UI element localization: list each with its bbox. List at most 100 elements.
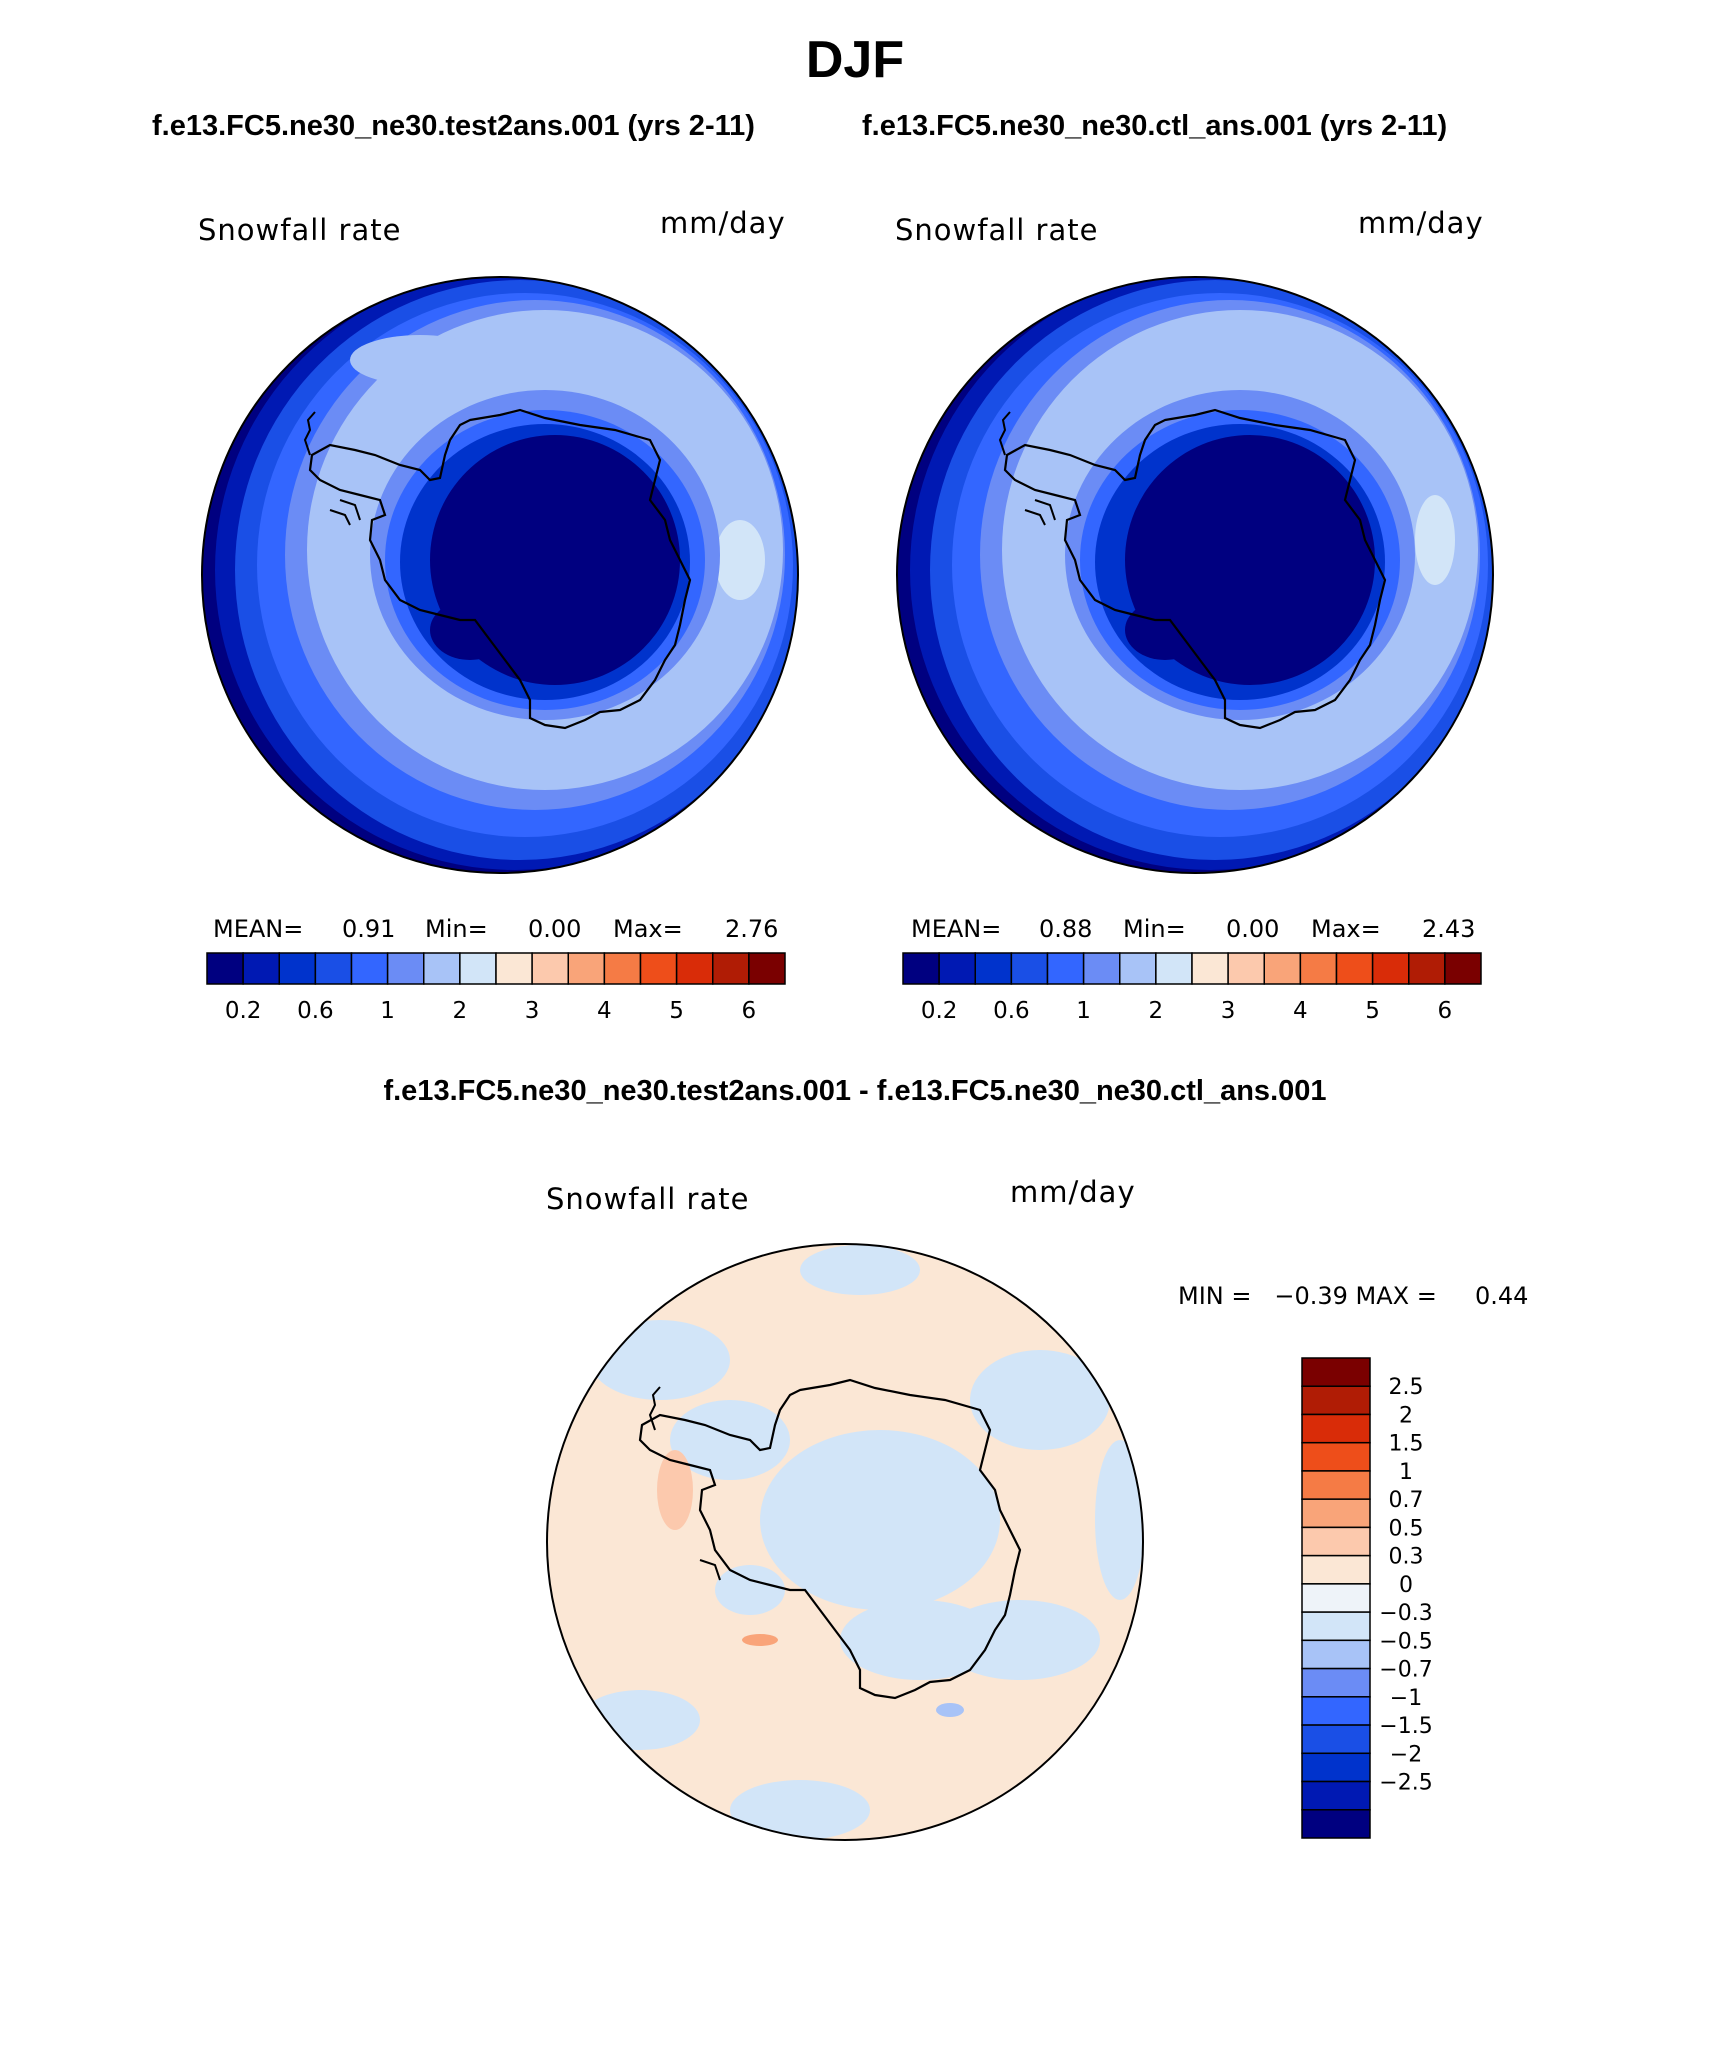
colorbar-diff-swatch: [1301, 1752, 1371, 1783]
colorbar-left-tick-label: 5: [669, 998, 684, 1024]
colorbar-right-swatch: [1299, 952, 1338, 985]
colorbar-diff-swatch: [1301, 1809, 1371, 1839]
colorbar-diff-tick-label: −1: [1390, 1686, 1422, 1711]
colorbar-left-swatch: [314, 952, 353, 985]
colorbar-left-swatch: [531, 952, 569, 985]
max-label-right: Max=: [1311, 915, 1381, 943]
min-value-left: 0.00: [528, 915, 582, 943]
colorbar-right-tick-label: 5: [1365, 998, 1380, 1024]
colorbar-left-swatch: [350, 952, 389, 985]
colorbar-left: 0.2 0.6 1 2 3 4 5 6: [206, 952, 786, 1024]
mean-value-left: 0.91: [342, 915, 396, 943]
min-value-right: 0.00: [1226, 915, 1280, 943]
colorbar-diff-tick-label: 2.5: [1389, 1375, 1424, 1400]
case-title-right: f.e13.FC5.ne30_ne30.ctl_ans.001 (yrs 2-1…: [862, 110, 1448, 142]
variable-label-left: Snowfall rate: [198, 213, 402, 247]
colorbar-diff-tick-label: 1.5: [1389, 1432, 1424, 1457]
colorbar-left-swatch: [459, 952, 497, 985]
diff-min-max: MIN = −0.39 MAX = 0.44: [1178, 1282, 1529, 1310]
colorbar-left-tick-label: 2: [453, 998, 468, 1024]
max-value-left: 2.76: [725, 915, 779, 943]
colorbar-right-swatch: [1335, 952, 1374, 985]
colorbar-left-tick-label: 6: [742, 998, 757, 1024]
colorbar-left-swatch: [567, 952, 606, 985]
mean-label-left: MEAN=: [213, 915, 304, 943]
coastline-right: [1003, 408, 1387, 730]
colorbar-left-tick-label: 0.6: [297, 998, 334, 1024]
colorbar-left-swatch: [242, 952, 280, 985]
max-value-right: 2.43: [1422, 915, 1476, 943]
colorbar-right-tick-label: 3: [1221, 998, 1236, 1024]
colorbar-diff-swatch: [1301, 1724, 1371, 1755]
colorbar-right-swatch: [1046, 952, 1085, 985]
colorbar-right-swatch: [1227, 952, 1265, 985]
colorbar-right-swatch: [1408, 952, 1446, 985]
colorbar-diff-swatch: [1301, 1639, 1371, 1670]
colorbar-right-swatch: [938, 952, 976, 985]
colorbar-diff-swatch: [1301, 1696, 1371, 1726]
colorbar-left-swatch: [712, 952, 750, 985]
min-label-left: Min=: [425, 915, 488, 943]
colorbar-left-swatch: [386, 952, 425, 985]
units-label-left: mm/day: [660, 206, 786, 240]
coastline-diff: [638, 1378, 1022, 1700]
colorbar-right: 0.2 0.6 1 2 3 4 5 6: [902, 952, 1482, 1024]
colorbar-right-swatch: [1010, 952, 1049, 985]
colorbar-diff-swatch: [1301, 1780, 1371, 1811]
map-right: [897, 277, 1493, 873]
colorbar-right-tick-label: 1: [1076, 998, 1091, 1024]
mean-label-right: MEAN=: [911, 915, 1002, 943]
colorbar-right-swatch: [1191, 952, 1229, 985]
colorbar-diff-tick-label: −0.5: [1379, 1629, 1432, 1654]
map-left: [202, 277, 798, 873]
colorbar-diff-tick-label: −0.7: [1379, 1658, 1432, 1683]
colorbar-diff-swatch: [1301, 1498, 1371, 1529]
colorbar-left-swatch: [675, 952, 714, 985]
colorbar-left-swatch: [495, 952, 533, 985]
colorbar-right-swatch: [902, 952, 940, 985]
colorbar-diff-swatch: [1301, 1385, 1371, 1416]
colorbar-diff-swatch: [1301, 1470, 1371, 1500]
colorbar-diff-tick-label: 2: [1399, 1403, 1413, 1428]
max-label-left: Max=: [613, 915, 683, 943]
colorbar-right-swatch: [1082, 952, 1121, 985]
colorbar-diff-swatch: [1301, 1583, 1371, 1613]
colorbar-diff-swatch: [1301, 1611, 1371, 1642]
colorbar-left-tick-label: 4: [597, 998, 612, 1024]
colorbar-right-swatch: [1155, 952, 1193, 985]
colorbar-right-swatch: [1371, 952, 1410, 985]
colorbar-diff-tick-label: 0.5: [1389, 1516, 1424, 1541]
colorbar-diff-tick-label: −0.3: [1379, 1601, 1432, 1626]
colorbar-diff-tick-label: 0.3: [1389, 1545, 1424, 1570]
colorbar-diff-swatch: [1301, 1526, 1371, 1557]
colorbar-right-tick-label: 0.2: [921, 998, 958, 1024]
colorbar-diff-tick-label: −2.5: [1379, 1771, 1432, 1796]
colorbar-right-swatch: [974, 952, 1013, 985]
colorbar-right-tick-label: 0.6: [993, 998, 1030, 1024]
colorbar-left-swatch: [639, 952, 678, 985]
map-diff: [547, 1244, 1143, 1840]
colorbar-left-tick-label: 3: [525, 998, 540, 1024]
colorbar-right-tick-label: 6: [1438, 998, 1453, 1024]
units-label-right: mm/day: [1358, 206, 1484, 240]
units-label-diff: mm/day: [1010, 1175, 1136, 1209]
colorbar-left-swatch: [206, 952, 244, 985]
colorbar-right-tick-label: 4: [1293, 998, 1308, 1024]
colorbar-left-swatch: [278, 952, 317, 985]
colorbar-left-swatch: [423, 952, 461, 985]
colorbar-diff-tick-label: −2: [1390, 1742, 1422, 1767]
colorbar-diff-swatch: [1301, 1413, 1371, 1444]
min-label-right: Min=: [1123, 915, 1186, 943]
colorbar-diff-swatch: [1301, 1441, 1371, 1472]
colorbar-right-tick-label: 2: [1149, 998, 1164, 1024]
colorbar-left-swatch: [603, 952, 642, 985]
colorbar-left-swatch: [748, 952, 786, 985]
mean-value-right: 0.88: [1039, 915, 1093, 943]
colorbar-diff-swatch: [1301, 1554, 1371, 1585]
colorbar-diff-tick-label: −1.5: [1379, 1714, 1432, 1739]
colorbar-diff-tick-label: 0.7: [1389, 1488, 1424, 1513]
coastline-left: [308, 408, 692, 730]
colorbar-left-tick-label: 0.2: [225, 998, 262, 1024]
colorbar-right-swatch: [1263, 952, 1302, 985]
